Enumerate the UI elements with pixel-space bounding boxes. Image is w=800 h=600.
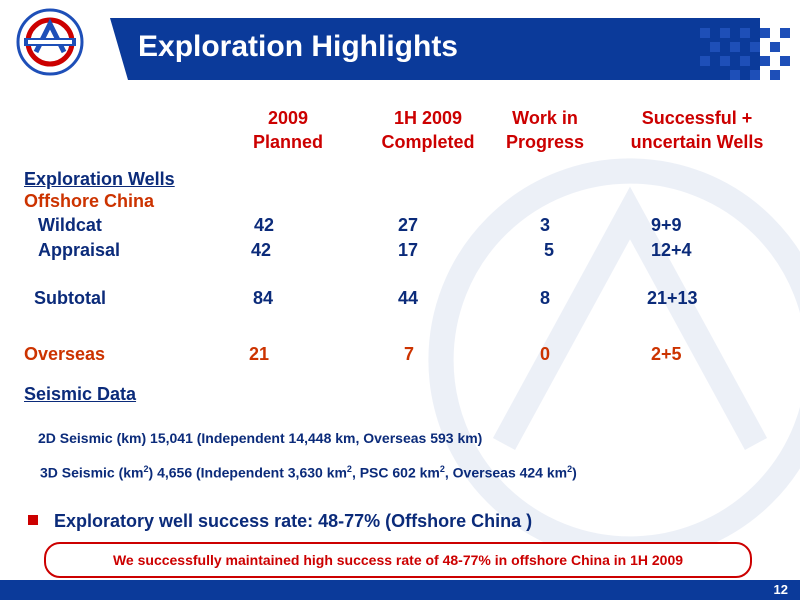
wildcat-in-progress: 3 — [540, 215, 551, 235]
seismic-3d-part: ) 4,656 (Independent 3,630 km — [148, 464, 347, 481]
column-header-1h2009-completed: 1H 2009 Completed — [368, 106, 488, 154]
superscript: 2 — [143, 464, 149, 474]
appraisal-in-progress: 5 — [544, 240, 555, 260]
offshore-china-heading: Offshore China — [24, 191, 155, 211]
column-header-line: Completed — [381, 132, 475, 152]
row-label-overseas: Overseas — [24, 344, 106, 364]
row-label-wildcat: Wildcat — [38, 215, 102, 235]
column-header-line: Work in — [512, 108, 578, 128]
watermark-logo — [428, 158, 800, 562]
seismic-3d-line: 3D Seismic (km2) 4,656 (Independent 3,63… — [40, 464, 577, 481]
seismic-3d-part: 3D Seismic (km — [40, 464, 144, 481]
header-notch — [110, 18, 128, 80]
column-header-line: Successful + — [641, 108, 753, 128]
bullet-square-icon — [28, 515, 38, 525]
footer-bar — [0, 580, 800, 600]
column-header-successful-uncertain: Successful + uncertain Wells — [612, 106, 782, 154]
callout-box: We successfully maintained high success … — [44, 542, 752, 578]
subtotal-planned: 84 — [253, 288, 274, 308]
row-label-subtotal: Subtotal — [34, 288, 106, 308]
seismic-data-heading: Seismic Data — [24, 384, 137, 404]
seismic-3d-part: , Overseas 424 km — [444, 464, 568, 481]
success-rate-bullet: Exploratory well success rate: 48-77% (O… — [54, 511, 533, 531]
overseas-in-progress: 0 — [540, 344, 551, 364]
column-header-2009-planned: 2009 Planned — [228, 106, 348, 154]
wildcat-successful: 9+9 — [651, 215, 682, 235]
appraisal-completed: 17 — [398, 240, 419, 260]
column-header-work-in-progress: Work in Progress — [490, 106, 600, 154]
exploration-wells-heading: Exploration Wells — [24, 169, 175, 189]
subtotal-completed: 44 — [398, 288, 419, 308]
column-header-line: uncertain Wells — [630, 132, 764, 152]
wildcat-completed: 27 — [398, 215, 419, 235]
seismic-3d-part: , PSC 602 km — [351, 464, 440, 481]
superscript: 2 — [439, 464, 445, 474]
overseas-planned: 21 — [249, 344, 270, 364]
appraisal-planned: 42 — [251, 240, 272, 260]
header-bar — [110, 18, 760, 80]
column-header-line: 1H 2009 — [393, 108, 463, 128]
page-number: 12 — [773, 582, 788, 597]
decorative-squares — [690, 20, 800, 90]
column-header-line: Progress — [505, 132, 585, 152]
column-header-line: 2009 — [267, 108, 309, 128]
seismic-2d-line: 2D Seismic (km) 15,041 (Independent 14,4… — [38, 430, 483, 446]
superscript: 2 — [567, 464, 573, 474]
seismic-3d-part: ) — [572, 464, 577, 481]
superscript: 2 — [346, 464, 352, 474]
overseas-completed: 7 — [404, 344, 415, 364]
page-title: Exploration Highlights — [138, 30, 458, 63]
appraisal-successful: 12+4 — [651, 240, 692, 260]
subtotal-in-progress: 8 — [540, 288, 551, 308]
cnooc-logo — [16, 8, 84, 76]
overseas-successful: 2+5 — [651, 344, 682, 364]
row-label-appraisal: Appraisal — [38, 240, 121, 260]
wildcat-planned: 42 — [254, 215, 275, 235]
subtotal-successful: 21+13 — [647, 288, 698, 308]
column-header-line: Planned — [252, 132, 323, 152]
